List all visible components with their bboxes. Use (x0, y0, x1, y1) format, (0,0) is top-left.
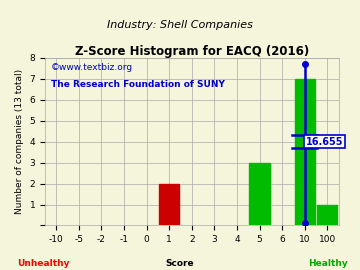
Bar (294, 79, 315, 225)
Text: The Research Foundation of SUNY: The Research Foundation of SUNY (51, 79, 225, 89)
Text: Score: Score (166, 259, 194, 268)
Text: Unhealthy: Unhealthy (17, 259, 69, 268)
Y-axis label: Number of companies (13 total): Number of companies (13 total) (15, 69, 24, 214)
Title: Z-Score Histogram for EACQ (2016): Z-Score Histogram for EACQ (2016) (75, 45, 309, 58)
Bar (249, 163, 270, 225)
Text: 16.655: 16.655 (306, 137, 343, 147)
Text: Industry: Shell Companies: Industry: Shell Companies (107, 20, 253, 30)
Bar (317, 204, 337, 225)
Bar (159, 184, 179, 225)
Text: ©www.textbiz.org: ©www.textbiz.org (51, 63, 133, 72)
Text: Healthy: Healthy (308, 259, 347, 268)
